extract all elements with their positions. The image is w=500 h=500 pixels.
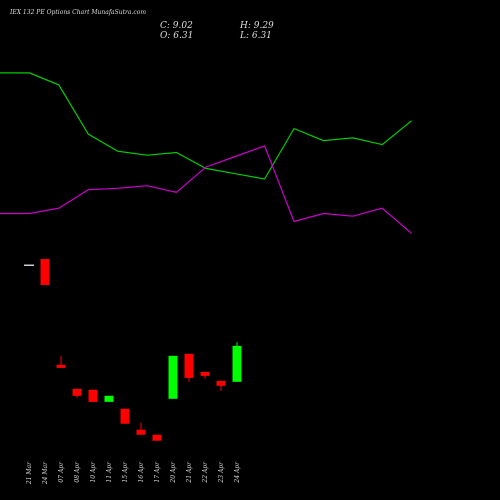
ohlc-high: H: 9.29	[239, 21, 274, 31]
x-tick-label: 20 Apr	[170, 461, 177, 484]
indicator-line	[0, 72, 412, 180]
x-tick-label: 11 Apr	[106, 461, 113, 483]
ohlc-open: O: 6.31	[160, 31, 193, 41]
candle-body	[216, 380, 226, 386]
candle-body	[232, 345, 242, 382]
x-tick-label: 16 Apr	[138, 461, 145, 483]
x-tick-label: 07 Apr	[58, 461, 65, 483]
x-tick-label: 23 Apr	[218, 461, 225, 484]
candle-body	[56, 364, 66, 368]
x-tick-label: 21 Mar	[26, 461, 33, 485]
x-tick-label: 17 Apr	[154, 461, 161, 483]
candle-body	[168, 355, 178, 399]
x-tick-label: 22 Apr	[202, 461, 209, 484]
ohlc-low: L: 6.31	[239, 31, 272, 41]
ohlc-close: C: 9.02	[160, 21, 193, 31]
candle-body	[120, 408, 130, 424]
chart-title: IEX 132 PE Options Chart MunafaSutra.com	[9, 9, 146, 16]
indicator-line	[0, 145, 412, 234]
candle-body	[88, 389, 98, 402]
x-tick-label: 24 Mar	[42, 461, 49, 485]
candle-body	[40, 259, 50, 286]
x-tick-label: 24 Apr	[234, 461, 241, 484]
x-tick-label: 21 Apr	[186, 461, 193, 484]
candle-body	[72, 388, 82, 396]
x-tick-label: 08 Apr	[74, 461, 81, 483]
candle-body	[104, 395, 114, 402]
x-tick-label: 10 Apr	[90, 461, 97, 483]
candle-body	[136, 429, 146, 435]
candle-body	[152, 434, 162, 441]
candle-body	[184, 353, 194, 378]
x-tick-label: 15 Apr	[122, 461, 129, 483]
candle-body	[200, 371, 210, 376]
